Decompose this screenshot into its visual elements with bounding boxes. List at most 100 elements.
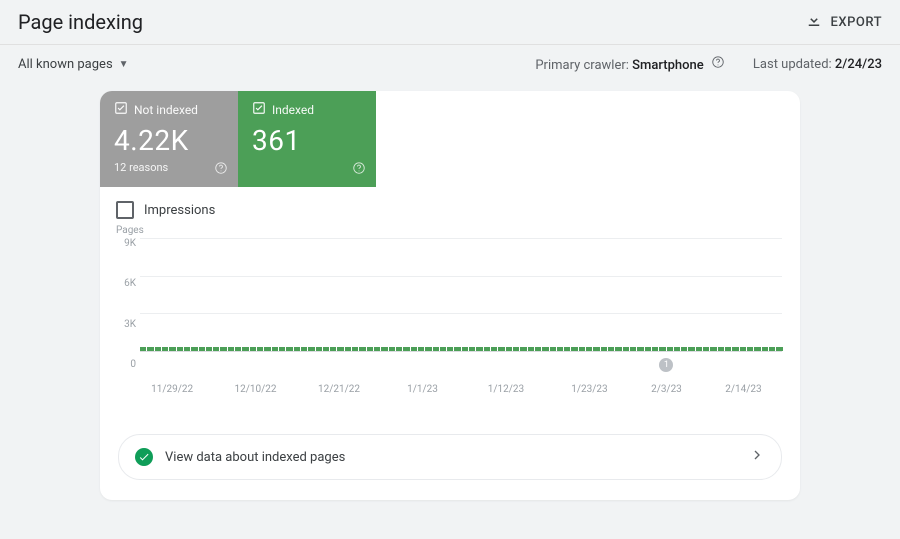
export-label: EXPORT [831,15,882,30]
chart-bar [462,347,468,351]
x-tick: 12/10/22 [235,384,277,395]
chart-bar [177,347,183,351]
chart-bar [557,347,563,351]
chart-bar [374,347,380,351]
chart-bar [732,347,738,351]
chart-bar [491,347,497,351]
chart-bar [403,347,409,351]
chart-bar [345,347,351,351]
chart-bar [725,347,731,351]
scorecard-indexed[interactable]: Indexed 361 [238,91,376,187]
chart-bar [762,347,768,351]
impressions-checkbox[interactable] [116,201,134,219]
chart-bar [381,347,387,351]
chart-bar [242,347,248,351]
page-filter-dropdown[interactable]: All known pages ▼ [18,57,129,72]
chart-bar [601,347,607,351]
chart-bar [506,347,512,351]
y-tick: 3K [116,319,136,330]
x-tick: 12/21/22 [318,384,360,395]
chevron-right-icon [749,447,765,467]
chart-bar [272,347,278,351]
export-button[interactable]: EXPORT [805,11,882,33]
indexing-card: Not indexed 4.22K 12 reasons Indexed 361… [100,91,800,500]
chart-bar [316,347,322,351]
scorecard-not-indexed[interactable]: Not indexed 4.22K 12 reasons [100,91,238,187]
chart-bar [718,347,724,351]
chart-bar [447,347,453,351]
x-tick: 2/14/23 [725,384,761,395]
chart-bar [769,347,775,351]
chart-bar [476,347,482,351]
chart-bar [498,347,504,351]
y-tick: 0 [116,359,136,370]
impressions-toggle-row: Impressions [100,187,800,225]
view-indexed-pages-label: View data about indexed pages [165,450,737,465]
chart-bar [615,347,621,351]
checkbox-checked-icon [114,101,128,118]
chart-bar [630,347,636,351]
chart-bar [162,347,168,351]
chart-bar [411,347,417,351]
meta-info: Primary crawler: Smartphone Last updated… [535,55,882,73]
chart-bar [140,347,146,351]
chart-y-axis: 9K 6K 3K 0 [116,238,136,370]
chart-bar [484,347,490,351]
chart-bar [740,347,746,351]
x-tick: 1/1/23 [407,384,438,395]
chart-bar [623,347,629,351]
help-icon[interactable] [707,55,725,69]
chart-bar [550,347,556,351]
chart-bar [359,347,365,351]
chart-bar [257,347,263,351]
chart-bar [542,347,548,351]
scorecard-indexed-label: Indexed [272,103,314,117]
chart-bar [440,347,446,351]
updated-value: 2/24/23 [835,57,882,72]
chart-bar [776,347,782,351]
chart-bar [754,347,760,351]
updated-prefix: Last updated: [753,57,835,72]
chart-bar [703,347,709,351]
check-circle-icon [135,448,153,466]
chart-bar [184,347,190,351]
chart-bar [696,347,702,351]
scorecard-not-indexed-sub: 12 reasons [114,161,224,174]
chart-bar [301,347,307,351]
chart-bar [323,347,329,351]
chart-bar [645,347,651,351]
chart-bar [579,347,585,351]
chart-bar [469,347,475,351]
chart-bar [330,347,336,351]
chart-bar [308,347,314,351]
chart-bar [674,347,680,351]
help-icon[interactable] [352,161,366,179]
chart-event-marker[interactable]: 1 [659,358,673,372]
chart-bar [279,347,285,351]
help-icon[interactable] [214,161,228,179]
page-filter-label: All known pages [18,57,113,72]
download-icon [805,11,823,33]
chart-bar [425,347,431,351]
y-tick: 9K [116,238,136,249]
scorecard-indexed-value: 361 [252,124,362,157]
chart-bar [155,347,161,351]
page-title: Page indexing [18,10,143,34]
scorecard-not-indexed-value: 4.22K [114,124,224,157]
chart-bar [206,347,212,351]
x-tick: 1/12/23 [488,384,524,395]
view-indexed-pages-button[interactable]: View data about indexed pages [118,434,782,480]
x-tick: 11/29/22 [151,384,193,395]
chart-bar [235,347,241,351]
chart-bar [710,347,716,351]
chart-bar [652,347,658,351]
chart-bar [367,347,373,351]
chart-bar [681,347,687,351]
filter-bar: All known pages ▼ Primary crawler: Smart… [0,45,900,83]
scorecard-not-indexed-label: Not indexed [134,103,198,117]
chart-bar [593,347,599,351]
chart-bar [389,347,395,351]
chart-bar [513,347,519,351]
y-tick: 6K [116,278,136,289]
chart-bar [608,347,614,351]
